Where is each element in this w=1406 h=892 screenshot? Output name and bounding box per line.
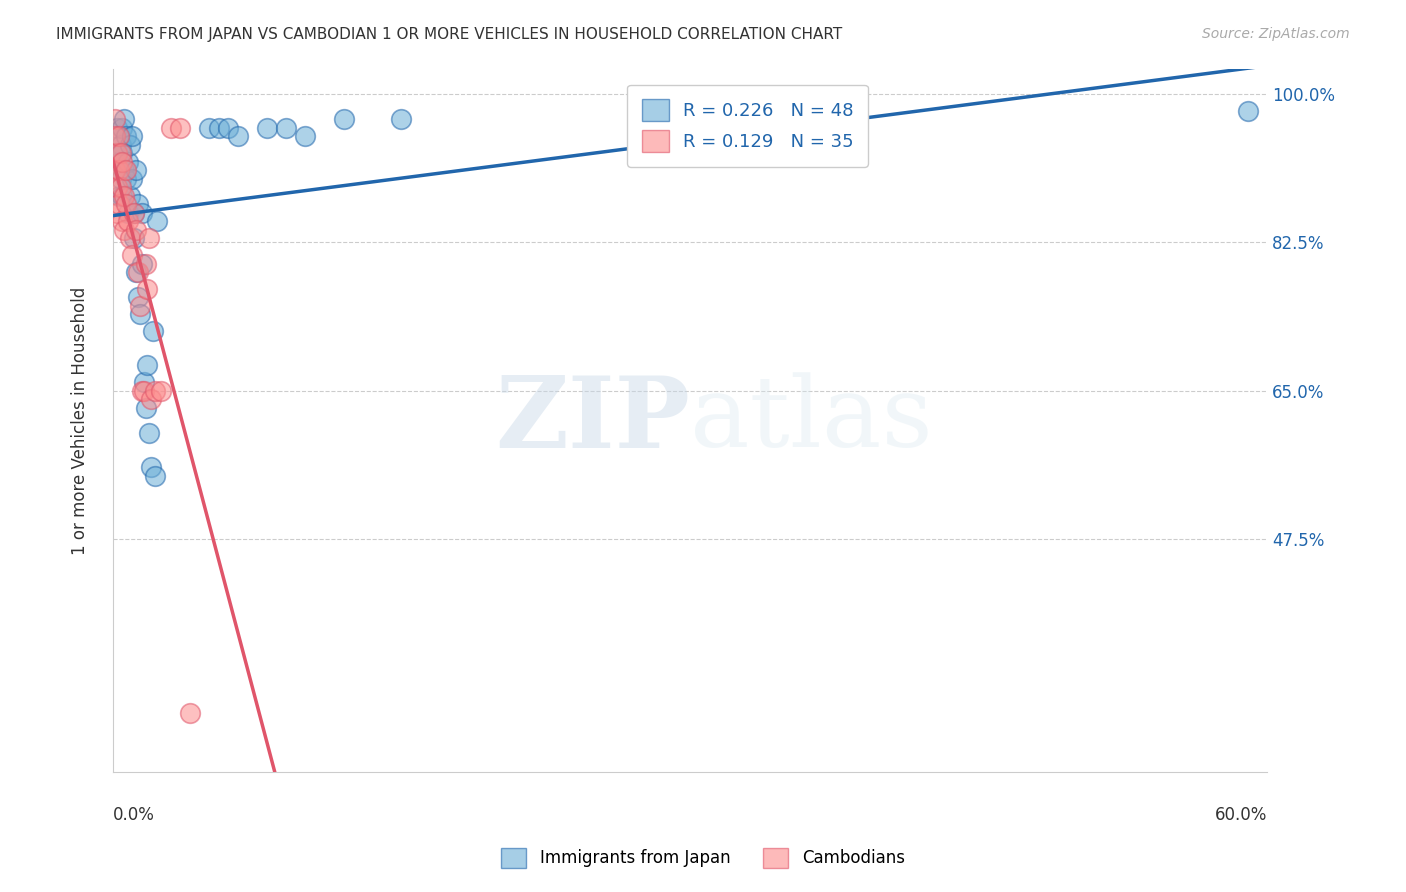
Point bbox=[217, 120, 239, 135]
Point bbox=[127, 291, 149, 305]
Point bbox=[143, 384, 166, 398]
Text: Source: ZipAtlas.com: Source: ZipAtlas.com bbox=[1202, 27, 1350, 41]
Text: 60.0%: 60.0% bbox=[1215, 806, 1267, 824]
Point bbox=[127, 197, 149, 211]
Text: IMMIGRANTS FROM JAPAN VS CAMBODIAN 1 OR MORE VEHICLES IN HOUSEHOLD CORRELATION C: IMMIGRANTS FROM JAPAN VS CAMBODIAN 1 OR … bbox=[56, 27, 842, 42]
Point bbox=[135, 256, 157, 270]
Point bbox=[127, 265, 149, 279]
Point bbox=[332, 112, 354, 127]
Point bbox=[121, 129, 143, 144]
Point bbox=[110, 171, 132, 186]
Point bbox=[149, 384, 172, 398]
Point bbox=[294, 129, 316, 144]
Point bbox=[105, 146, 128, 161]
Point bbox=[115, 171, 138, 186]
Point bbox=[111, 146, 134, 161]
Point bbox=[1236, 103, 1258, 118]
Point bbox=[104, 146, 127, 161]
Point bbox=[128, 308, 150, 322]
Point bbox=[138, 426, 160, 441]
Legend: R = 0.226   N = 48, R = 0.129   N = 35: R = 0.226 N = 48, R = 0.129 N = 35 bbox=[627, 85, 868, 167]
Point bbox=[107, 188, 129, 202]
Y-axis label: 1 or more Vehicles in Household: 1 or more Vehicles in Household bbox=[72, 286, 89, 555]
Point bbox=[104, 112, 127, 127]
Point bbox=[136, 359, 159, 373]
Text: ZIP: ZIP bbox=[495, 372, 690, 469]
Point bbox=[138, 231, 160, 245]
Point bbox=[128, 299, 150, 313]
Point bbox=[136, 282, 159, 296]
Point bbox=[125, 222, 148, 236]
Point bbox=[107, 154, 129, 169]
Point bbox=[107, 129, 129, 144]
Point bbox=[131, 256, 153, 270]
Point bbox=[104, 129, 127, 144]
Point bbox=[132, 376, 155, 390]
Point bbox=[208, 120, 231, 135]
Point bbox=[117, 154, 139, 169]
Point bbox=[131, 205, 153, 219]
Point bbox=[125, 163, 148, 178]
Point bbox=[143, 468, 166, 483]
Point bbox=[159, 120, 181, 135]
Text: 0.0%: 0.0% bbox=[112, 806, 155, 824]
Point bbox=[389, 112, 412, 127]
Point bbox=[198, 120, 221, 135]
Point bbox=[120, 188, 142, 202]
Point bbox=[142, 325, 165, 339]
Point bbox=[179, 706, 201, 720]
Point bbox=[107, 129, 129, 144]
Point bbox=[112, 222, 135, 236]
Point bbox=[141, 460, 163, 475]
Point bbox=[122, 205, 145, 219]
Text: atlas: atlas bbox=[690, 373, 932, 468]
Point bbox=[107, 163, 129, 178]
Point bbox=[111, 214, 134, 228]
Point bbox=[122, 231, 145, 245]
Point bbox=[115, 163, 138, 178]
Point bbox=[110, 137, 132, 152]
Point bbox=[105, 120, 128, 135]
Point bbox=[121, 171, 143, 186]
Point bbox=[256, 120, 278, 135]
Point bbox=[112, 163, 135, 178]
Point bbox=[132, 384, 155, 398]
Point bbox=[135, 401, 157, 415]
Point bbox=[112, 112, 135, 127]
Point bbox=[131, 384, 153, 398]
Point bbox=[104, 163, 127, 178]
Point bbox=[117, 205, 139, 219]
Point bbox=[226, 129, 249, 144]
Point bbox=[112, 188, 135, 202]
Point bbox=[169, 120, 191, 135]
Point bbox=[120, 231, 142, 245]
Point bbox=[105, 163, 128, 178]
Point bbox=[111, 120, 134, 135]
Point bbox=[146, 214, 169, 228]
Point bbox=[111, 154, 134, 169]
Point bbox=[121, 248, 143, 262]
Point bbox=[115, 197, 138, 211]
Point bbox=[110, 146, 132, 161]
Legend: Immigrants from Japan, Cambodians: Immigrants from Japan, Cambodians bbox=[495, 841, 911, 875]
Point bbox=[120, 137, 142, 152]
Point bbox=[122, 205, 145, 219]
Point bbox=[111, 188, 134, 202]
Point bbox=[274, 120, 297, 135]
Point bbox=[115, 129, 138, 144]
Point bbox=[110, 180, 132, 194]
Point bbox=[141, 392, 163, 407]
Point bbox=[117, 214, 139, 228]
Point bbox=[105, 205, 128, 219]
Point bbox=[107, 197, 129, 211]
Point bbox=[105, 180, 128, 194]
Point bbox=[125, 265, 148, 279]
